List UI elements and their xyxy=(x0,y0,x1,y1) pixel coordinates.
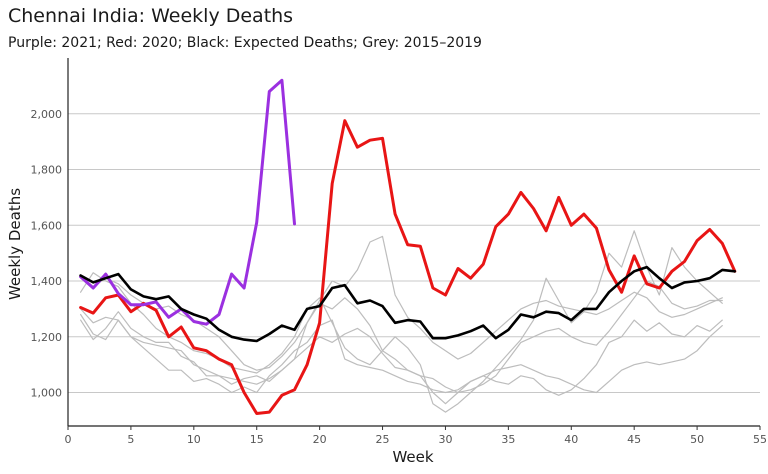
gridlines xyxy=(68,113,760,394)
y-tick-label: 2,000 xyxy=(31,108,63,121)
series-line-purple xyxy=(79,78,296,326)
x-tick-label: 30 xyxy=(438,433,452,446)
x-tick-label: 10 xyxy=(187,433,201,446)
series-layer xyxy=(79,78,737,415)
y-tick-label: 1,800 xyxy=(31,164,63,177)
x-tick-label: 40 xyxy=(564,433,578,446)
x-tick-label: 50 xyxy=(690,433,704,446)
x-tick-label: 45 xyxy=(627,433,641,446)
y-tick-label: 1,400 xyxy=(31,275,63,288)
series-line-grey xyxy=(79,280,723,394)
series-line-grey xyxy=(79,230,723,413)
x-tick-label: 35 xyxy=(501,433,515,446)
series-line-grey xyxy=(79,311,723,405)
axes: 1,000 1,200 1,400 1,600 1,800 2,000 0 5 10 15 20 25… xyxy=(31,58,767,446)
x-tick-label: 5 xyxy=(127,433,134,446)
series-line-grey xyxy=(79,313,723,394)
x-tick-label: 25 xyxy=(376,433,390,446)
x-tick-label: 15 xyxy=(250,433,264,446)
x-tick-label: 20 xyxy=(313,433,327,446)
y-tick-label: 1,000 xyxy=(31,387,63,400)
x-tick-label: 55 xyxy=(753,433,767,446)
series-line-black xyxy=(79,265,737,343)
y-tick-label: 1,600 xyxy=(31,219,63,232)
x-tick-label: 0 xyxy=(65,433,72,446)
y-axis-title: Weekly Deaths xyxy=(6,188,24,300)
chart-title: Chennai India: Weekly Deaths xyxy=(8,5,293,27)
chart-subtitle: Purple: 2021; Red: 2020; Black: Expected… xyxy=(8,35,482,51)
y-tick-label: 1,200 xyxy=(31,331,63,344)
x-axis-title: Week xyxy=(392,448,433,466)
series-line-red xyxy=(79,119,737,415)
